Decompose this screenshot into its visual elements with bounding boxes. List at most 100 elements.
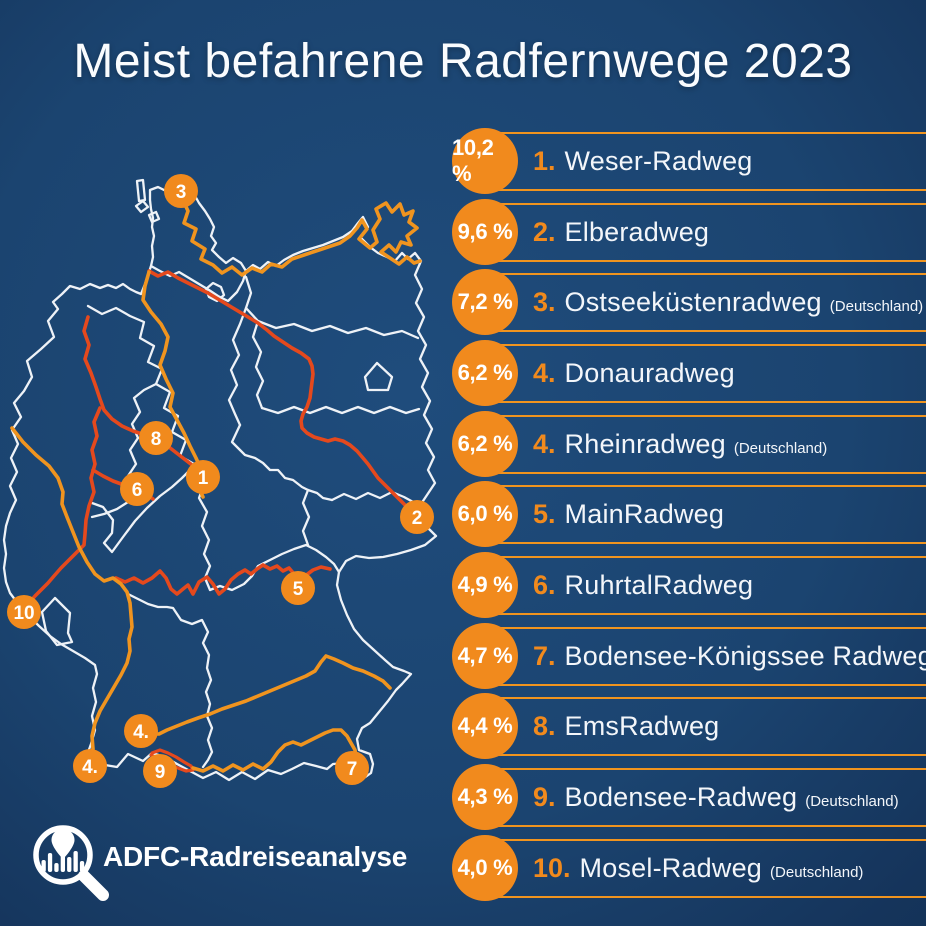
route-bodensee-koenigssee (191, 728, 358, 773)
row-line-top (485, 415, 926, 417)
percent-badge: 4,7 % (452, 623, 518, 689)
logo-label: ADFC-Radreiseanalyse (103, 841, 407, 872)
map-marker: 5 (281, 571, 315, 605)
ranking-row: 6,2 % 4. Donauradweg (452, 336, 926, 410)
map-marker: 4. (124, 714, 158, 748)
row-line-top (485, 839, 926, 841)
route-donauradweg (140, 654, 392, 736)
percent-badge: 4,4 % (452, 693, 518, 759)
ranking-row: 10,2 % 1. Weser-Radweg (452, 124, 926, 198)
rank-number: 9. (533, 782, 556, 812)
route-mosel-radweg (22, 406, 102, 613)
route-suffix: (Deutschland) (829, 298, 924, 315)
map-markers: 3 8 1 6 2 10 5 4. 4. 9 7 (7, 174, 434, 788)
map-marker: 8 (139, 421, 173, 455)
ranking-row: 6,0 % 5. MainRadweg (452, 477, 926, 551)
route-rheinradweg (10, 426, 134, 768)
route-suffix: (Deutschland) (733, 440, 828, 457)
route-name: Weser-Radweg (564, 146, 753, 176)
row-line-top (485, 556, 926, 558)
percent-value: 9,6 % (457, 219, 513, 244)
row-line-bottom (485, 260, 926, 262)
percent-badge: 6,2 % (452, 411, 518, 477)
row-line-bottom (485, 896, 926, 898)
route-emsradweg (82, 315, 201, 473)
percent-value: 4,3 % (457, 784, 513, 809)
ranking-row: 4,4 % 8. EmsRadweg (452, 689, 926, 763)
route-ostseekuestenradweg (180, 196, 422, 277)
map-marker-label: 2 (412, 508, 423, 529)
bar-chart-icon (41, 848, 85, 872)
map-marker-label: 3 (176, 182, 187, 203)
percent-badge: 6,2 % (452, 340, 518, 406)
map-marker: 4. (73, 749, 107, 783)
map-marker-label: 4. (82, 757, 98, 778)
percent-badge: 4,0 % (452, 835, 518, 901)
route-lines-orange (10, 196, 422, 773)
map-marker: 9 (143, 754, 177, 788)
row-line-bottom (485, 684, 926, 686)
row-line-bottom (485, 472, 926, 474)
rank-number: 10. (533, 853, 571, 883)
map-marker: 10 (7, 595, 41, 629)
map-marker: 3 (164, 174, 198, 208)
percent-value: 4,4 % (457, 713, 513, 738)
route-elberadweg (147, 269, 417, 517)
route-name: Mosel-Radweg (579, 853, 763, 883)
pin-icon (51, 829, 75, 859)
rank-number: 1. (533, 146, 556, 176)
route-name: Bodensee-Radweg (564, 782, 798, 812)
ranking-row: 4,0 % 10. Mosel-Radweg (Deutschland) (452, 831, 926, 905)
percent-value: 6,2 % (457, 360, 513, 385)
ranking-row: 4,9 % 6. RuhrtalRadweg (452, 548, 926, 622)
route-name: RuhrtalRadweg (564, 570, 754, 600)
percent-value: 4,0 % (457, 855, 513, 880)
route-suffix: (Deutschland) (805, 793, 899, 810)
ranking-row: 9,6 % 2. Elberadweg (452, 195, 926, 269)
row-line-top (485, 768, 926, 770)
route-name: Bodensee-Königssee Radweg (564, 641, 926, 671)
percent-value: 6,0 % (457, 501, 513, 526)
route-name: Donauradweg (564, 358, 735, 388)
magnifier-icon (33, 825, 109, 901)
percent-badge: 10,2 % (452, 128, 518, 194)
percent-value: 4,9 % (457, 572, 513, 597)
state-borders (2, 178, 438, 782)
row-line-top (485, 132, 926, 134)
rank-number: 7. (533, 641, 556, 671)
row-line-bottom (485, 401, 926, 403)
percent-badge: 4,3 % (452, 764, 518, 830)
percent-badge: 7,2 % (452, 269, 518, 335)
route-name: Elberadweg (564, 217, 710, 247)
row-line-bottom (485, 330, 926, 332)
map-marker-label: 6 (132, 480, 143, 501)
ranking-row: 6,2 % 4. Rheinradweg (Deutschland) (452, 407, 926, 481)
rank-number: 4. (533, 358, 556, 388)
route-suffix: (Deutschland) (770, 864, 864, 881)
map-marker-label: 8 (151, 429, 162, 450)
percent-value: 6,2 % (457, 431, 513, 456)
map-marker-label: 10 (13, 603, 34, 624)
percent-value: 4,7 % (457, 643, 513, 668)
map-marker: 6 (120, 472, 154, 506)
rank-number: 5. (533, 499, 556, 529)
row-line-bottom (485, 754, 926, 756)
rank-number: 2. (533, 217, 556, 247)
row-line-bottom (485, 613, 926, 615)
ranking-row: 4,7 % 7. Bodensee-Königssee Radweg (452, 619, 926, 693)
row-line-bottom (485, 542, 926, 544)
percent-badge: 4,9 % (452, 552, 518, 618)
row-line-top (485, 485, 926, 487)
route-name: Ostseeküstenradweg (564, 287, 822, 317)
map-marker: 7 (335, 751, 369, 785)
route-name: MainRadweg (564, 499, 725, 529)
row-line-top (485, 273, 926, 275)
rank-number: 4. (533, 429, 556, 459)
map-marker-label: 4. (133, 722, 149, 743)
ranking-row: 7,2 % 3. Ostseeküstenradweg (Deutschland) (452, 265, 926, 339)
row-line-top (485, 203, 926, 205)
row-line-top (485, 627, 926, 629)
map-marker-label: 9 (155, 762, 166, 783)
